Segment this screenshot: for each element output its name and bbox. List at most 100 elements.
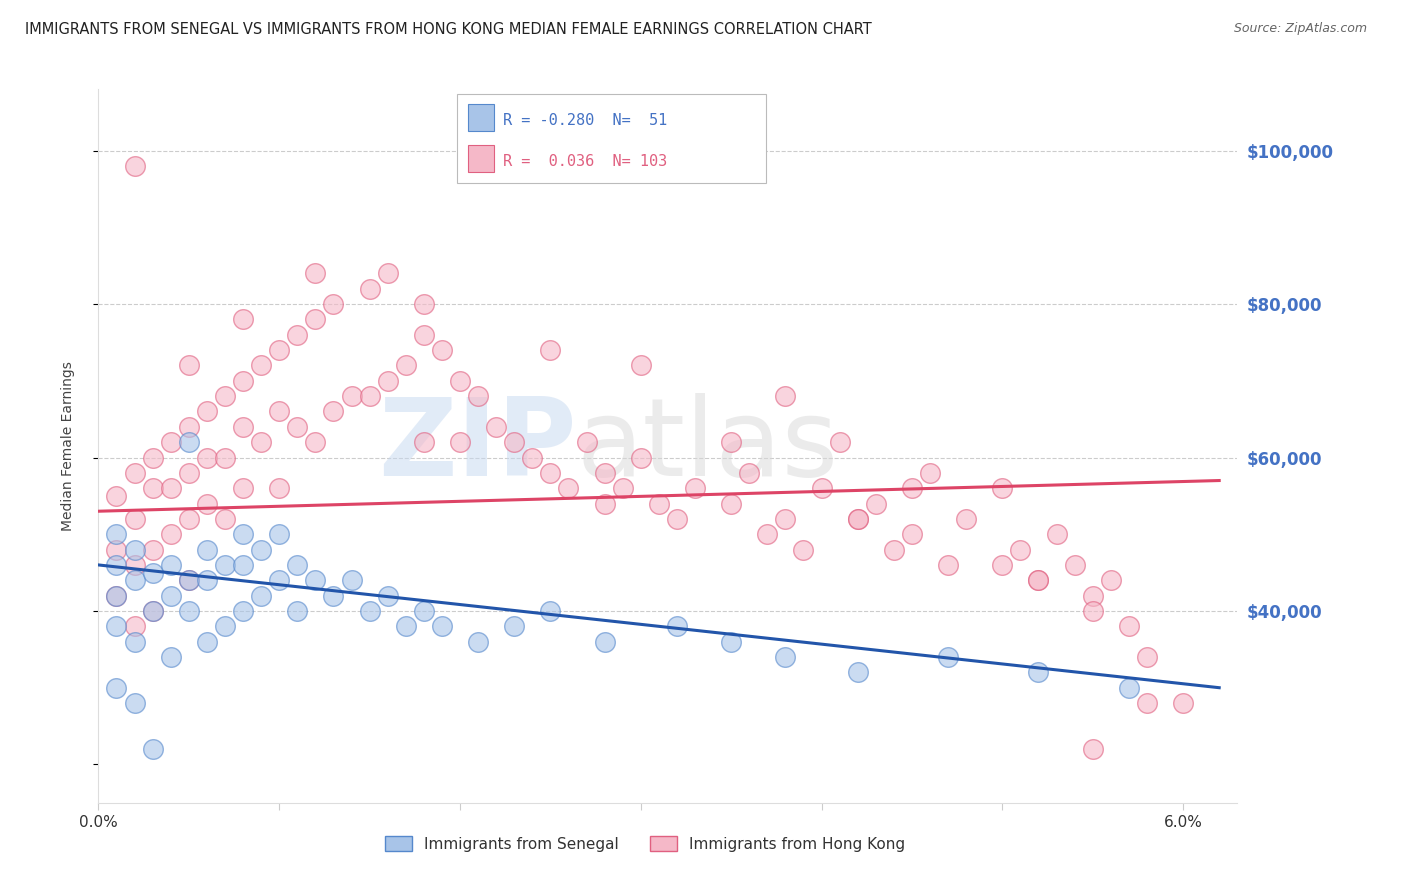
Point xyxy=(1081,742,1104,756)
Point xyxy=(159,558,181,572)
Point xyxy=(936,650,959,665)
Point xyxy=(159,527,181,541)
Point xyxy=(195,497,218,511)
Point xyxy=(304,312,326,326)
Point xyxy=(412,327,434,342)
Point xyxy=(630,450,652,465)
Point xyxy=(846,512,869,526)
Point xyxy=(142,604,165,618)
Point xyxy=(177,574,200,588)
Point xyxy=(340,389,363,403)
Point xyxy=(232,481,254,495)
Point xyxy=(412,435,434,450)
Point xyxy=(177,512,200,526)
Point xyxy=(214,450,236,465)
Point xyxy=(955,512,977,526)
Point xyxy=(449,435,471,450)
Point xyxy=(250,435,273,450)
Point xyxy=(665,512,688,526)
Point xyxy=(269,574,291,588)
Point xyxy=(232,558,254,572)
Point xyxy=(304,435,326,450)
Point xyxy=(177,419,200,434)
Point xyxy=(195,542,218,557)
Point xyxy=(377,374,399,388)
Point xyxy=(430,619,453,633)
Point xyxy=(412,297,434,311)
Y-axis label: Median Female Earnings: Median Female Earnings xyxy=(60,361,75,531)
Point xyxy=(304,574,326,588)
Point xyxy=(214,512,236,526)
Point xyxy=(195,404,218,418)
Point xyxy=(1028,574,1050,588)
Point xyxy=(105,589,128,603)
Point xyxy=(738,466,761,480)
Point xyxy=(991,481,1014,495)
Point xyxy=(538,466,561,480)
Point xyxy=(775,650,797,665)
Point xyxy=(828,435,851,450)
Point xyxy=(810,481,832,495)
Point xyxy=(214,389,236,403)
Point xyxy=(269,343,291,357)
Point xyxy=(503,619,526,633)
Point xyxy=(250,359,273,373)
Text: R = -0.280  N=  51: R = -0.280 N= 51 xyxy=(503,113,668,128)
Point xyxy=(124,696,146,710)
Point xyxy=(285,419,308,434)
Point xyxy=(485,419,508,434)
Point xyxy=(775,389,797,403)
Point xyxy=(304,266,326,280)
Point xyxy=(105,527,128,541)
Point xyxy=(195,574,218,588)
Point xyxy=(1081,604,1104,618)
Point xyxy=(285,604,308,618)
Point xyxy=(991,558,1014,572)
Point xyxy=(575,435,598,450)
Point xyxy=(720,435,742,450)
Point xyxy=(232,312,254,326)
Point xyxy=(593,497,616,511)
Point xyxy=(377,589,399,603)
Point xyxy=(593,634,616,648)
Point xyxy=(792,542,814,557)
Point xyxy=(285,327,308,342)
Point xyxy=(232,374,254,388)
Point xyxy=(522,450,544,465)
Point xyxy=(377,266,399,280)
Point xyxy=(395,619,418,633)
Point xyxy=(159,650,181,665)
Point xyxy=(918,466,941,480)
Point xyxy=(142,742,165,756)
Point xyxy=(1081,589,1104,603)
Point xyxy=(142,542,165,557)
Point xyxy=(359,389,381,403)
Point xyxy=(124,634,146,648)
Point xyxy=(503,435,526,450)
Point xyxy=(720,497,742,511)
Point xyxy=(1118,619,1140,633)
Point xyxy=(865,497,887,511)
Text: Source: ZipAtlas.com: Source: ZipAtlas.com xyxy=(1233,22,1367,36)
Point xyxy=(124,558,146,572)
Point xyxy=(142,604,165,618)
Point xyxy=(232,419,254,434)
Point xyxy=(1045,527,1067,541)
Point xyxy=(1010,542,1032,557)
Point xyxy=(105,489,128,503)
Point xyxy=(322,404,344,418)
Point xyxy=(105,681,128,695)
Point xyxy=(359,604,381,618)
Point xyxy=(1118,681,1140,695)
Point xyxy=(1171,696,1194,710)
Point xyxy=(124,159,146,173)
Point xyxy=(124,466,146,480)
Point xyxy=(1136,696,1159,710)
Text: IMMIGRANTS FROM SENEGAL VS IMMIGRANTS FROM HONG KONG MEDIAN FEMALE EARNINGS CORR: IMMIGRANTS FROM SENEGAL VS IMMIGRANTS FR… xyxy=(25,22,872,37)
Point xyxy=(269,481,291,495)
Point xyxy=(269,404,291,418)
Point xyxy=(250,542,273,557)
Point xyxy=(557,481,579,495)
Point xyxy=(846,665,869,680)
Point xyxy=(538,604,561,618)
